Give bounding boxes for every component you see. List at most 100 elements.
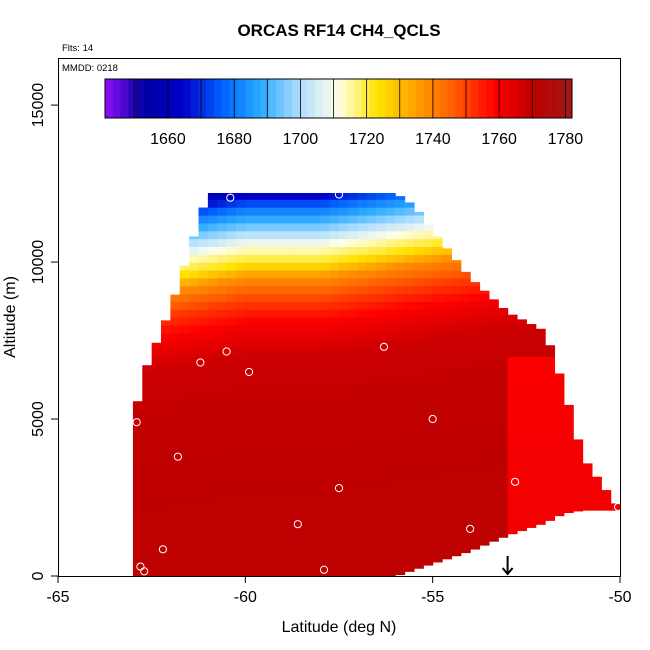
y-axis-label: Altitude (m) [2, 276, 19, 358]
field-cell [451, 426, 462, 436]
field-cell [339, 254, 349, 263]
field-cell [357, 277, 368, 287]
field-cell [545, 411, 556, 420]
field-cell [264, 340, 275, 349]
field-cell [273, 536, 284, 546]
field-cell [470, 442, 481, 452]
field-cell [151, 497, 162, 506]
field-cell [170, 489, 181, 499]
field-cell [198, 364, 209, 373]
field-cell [245, 269, 256, 279]
field-cell [498, 387, 509, 397]
field-cell [142, 426, 153, 436]
field-cell [282, 489, 293, 499]
field-cell [339, 293, 349, 302]
field-cell [254, 473, 265, 483]
field-cell [423, 317, 434, 326]
field-cell [217, 379, 228, 389]
field-cell [320, 371, 331, 381]
field-cell [339, 309, 349, 318]
field-cell [413, 309, 424, 318]
field-cell [245, 552, 256, 561]
field-cell [254, 199, 265, 208]
field-cell [245, 387, 256, 397]
field-cell [385, 207, 396, 216]
field-cell [282, 238, 293, 247]
field-cell [207, 254, 218, 263]
field-cell [151, 387, 162, 397]
field-cell [282, 387, 293, 397]
field-cell [488, 403, 499, 412]
field-cell [404, 230, 415, 240]
field-cell [189, 387, 200, 397]
field-cell [320, 560, 331, 569]
field-cell [554, 419, 565, 428]
field-cell [404, 285, 415, 295]
field-cell [132, 505, 143, 514]
field-cell [357, 332, 368, 342]
field-cell [479, 290, 490, 295]
field-cell [226, 395, 237, 404]
field-cell [470, 505, 481, 514]
field-cell [507, 356, 518, 365]
field-cell [385, 505, 396, 514]
field-cell [385, 528, 396, 538]
field-cell [367, 293, 378, 302]
field-cell [161, 568, 171, 577]
field-cell [498, 505, 509, 514]
field-cell [189, 238, 200, 247]
field-cell [357, 536, 368, 546]
field-cell [254, 230, 265, 240]
field-cell [245, 403, 256, 412]
field-cell [132, 481, 143, 491]
field-cell [488, 513, 499, 522]
field-cell [507, 481, 518, 491]
field-cell [385, 301, 396, 310]
field-cell [264, 277, 275, 287]
field-cell [245, 199, 256, 208]
field-cell [488, 379, 499, 389]
field-cell [207, 450, 218, 459]
field-cell [198, 277, 209, 287]
field-cell [292, 411, 303, 420]
field-cell [395, 309, 406, 318]
field-cell [498, 364, 509, 373]
field-cell [301, 379, 312, 389]
field-cell [189, 434, 200, 444]
field-cell [320, 379, 331, 389]
field-cell [273, 262, 284, 271]
field-cell [198, 387, 209, 397]
field-cell [507, 434, 518, 444]
field-cell [282, 442, 293, 452]
field-cell [198, 222, 209, 232]
field-cell [507, 528, 518, 535]
field-cell [348, 262, 359, 271]
field-cell [357, 466, 368, 475]
field-cell [245, 513, 256, 522]
field-cell [235, 230, 246, 240]
field-cell [404, 560, 415, 569]
field-cell [292, 419, 303, 428]
field-cell [310, 489, 321, 499]
field-cell [554, 379, 565, 389]
field-cell [479, 403, 490, 412]
field-cell [385, 348, 396, 357]
field-cell [170, 544, 181, 554]
field-cell [460, 340, 471, 349]
colorbar-swatch [494, 79, 503, 118]
field-cell [161, 434, 171, 444]
field-cell [320, 481, 331, 491]
field-cell [413, 364, 424, 373]
field-cell [254, 521, 265, 530]
field-cell [404, 262, 415, 271]
field-cell [264, 528, 275, 538]
field-cell [310, 317, 321, 326]
field-cell [432, 458, 443, 467]
field-cell [198, 544, 209, 554]
field-cell [273, 277, 284, 287]
field-cell [264, 254, 275, 263]
field-cell [376, 505, 387, 514]
field-cell [179, 364, 190, 373]
field-cell [329, 324, 340, 334]
field-cell [460, 442, 471, 452]
